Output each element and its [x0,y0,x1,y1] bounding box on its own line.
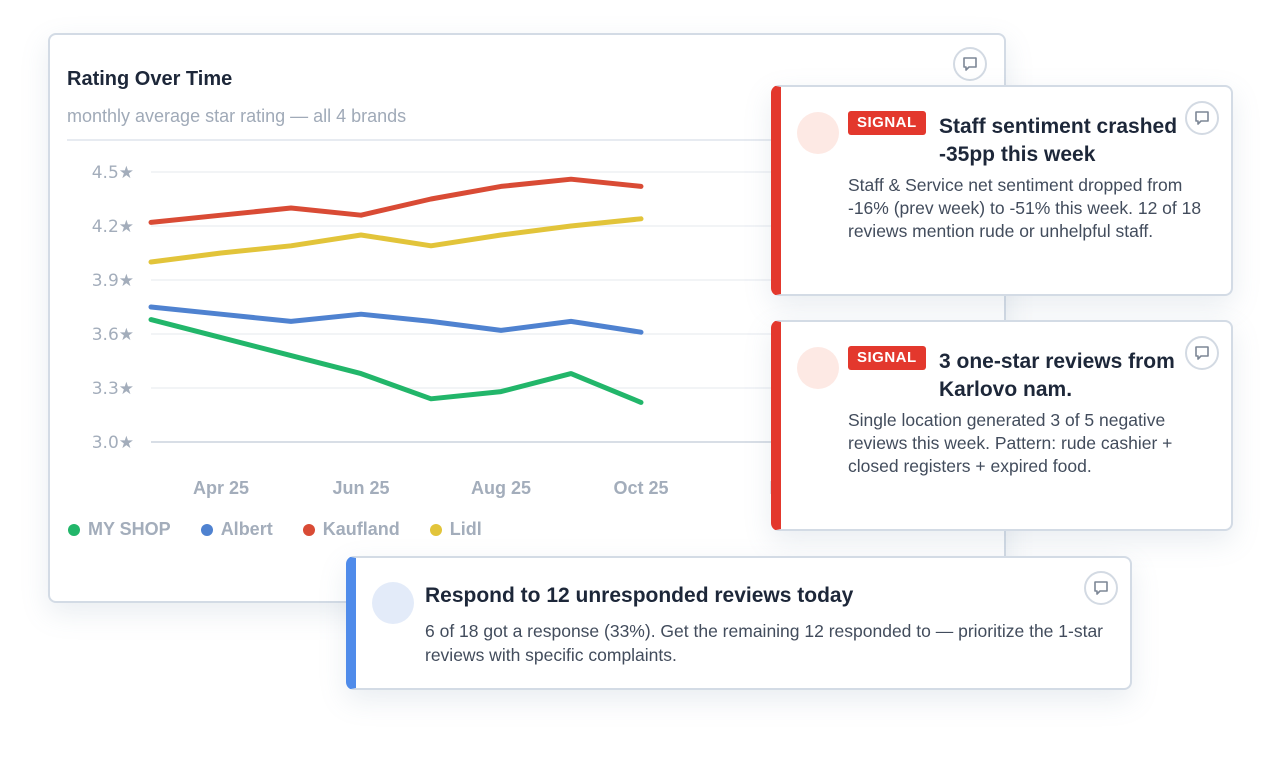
x-tick-label: Oct 25 [613,478,668,498]
x-tick-label: Jun 25 [332,478,389,498]
signal-body: Single location generated 3 of 5 negativ… [848,410,1173,476]
y-tick-label: 3.9★ [92,271,134,291]
series-line-lidl [148,216,644,265]
series-line-my-shop [148,317,644,405]
y-tick-label: 3.6★ [92,325,134,345]
series-line-albert [148,304,644,335]
signal-comment-button[interactable] [1185,101,1219,135]
legend-item[interactable]: MY SHOP [68,519,171,540]
signal-card-staff-sentiment[interactable]: SIGNAL Staff sentiment crashed -35pp thi… [771,85,1233,296]
chart-title: Rating Over Time [67,68,233,90]
legend-label: Kaufland [322,519,400,539]
signal-title: Staff sentiment crashed -35pp this week [939,115,1178,166]
signal-badge: SIGNAL [848,346,926,370]
legend-dot [429,523,442,536]
legend-label: Lidl [449,519,482,539]
line-chart: 4.5★ 4.2★ 3.9★ 3.6★ 3.3★ 3.0★ Apr 25 Jun 25 Aug … [92,163,1008,498]
legend-dot [200,523,213,536]
signal-badge: SIGNAL [848,111,926,135]
chart-subtitle: monthly average star rating — all 4 bran… [67,106,407,126]
comment-icon [1195,111,1209,125]
series-line-kaufland [148,176,644,225]
comment-icon [1195,346,1209,360]
avatar [797,347,839,389]
legend-dot [68,523,80,536]
x-tick-label: Aug 25 [471,478,531,498]
legend-dot [302,523,315,536]
signal-comment-button[interactable] [1185,336,1219,370]
action-body: 6 of 18 got a response (33%). Get the re… [425,621,1104,665]
chart-comment-button[interactable] [953,47,987,81]
legend-item[interactable]: Kaufland [302,519,400,540]
y-tick-label: 3.0★ [92,433,134,453]
signal-title: 3 one-star reviews from Karlovo nam. [939,350,1175,401]
legend-label: MY SHOP [88,519,171,539]
x-tick-label: Apr 25 [193,478,249,498]
action-card-respond-reviews[interactable]: Respond to 12 unresponded reviews today … [346,556,1132,690]
action-title: Respond to 12 unresponded reviews today [425,584,854,607]
avatar [372,582,414,624]
comment-icon [963,57,977,71]
y-tick-label: 3.3★ [92,379,134,399]
legend-item[interactable]: Lidl [429,519,482,540]
title-divider [67,139,987,141]
signal-card-one-star-reviews[interactable]: SIGNAL 3 one-star reviews from Karlovo n… [771,320,1233,531]
comment-icon [1094,581,1108,595]
legend-item[interactable]: Albert [200,519,273,540]
avatar [797,112,839,154]
y-tick-label: 4.2★ [92,217,134,237]
chart-legend: MY SHOP Albert Kaufland Lidl [68,519,512,540]
action-comment-button[interactable] [1084,571,1118,605]
signal-body: Staff & Service net sentiment dropped fr… [848,175,1202,241]
legend-label: Albert [220,519,273,539]
y-tick-label: 4.5★ [92,163,134,183]
